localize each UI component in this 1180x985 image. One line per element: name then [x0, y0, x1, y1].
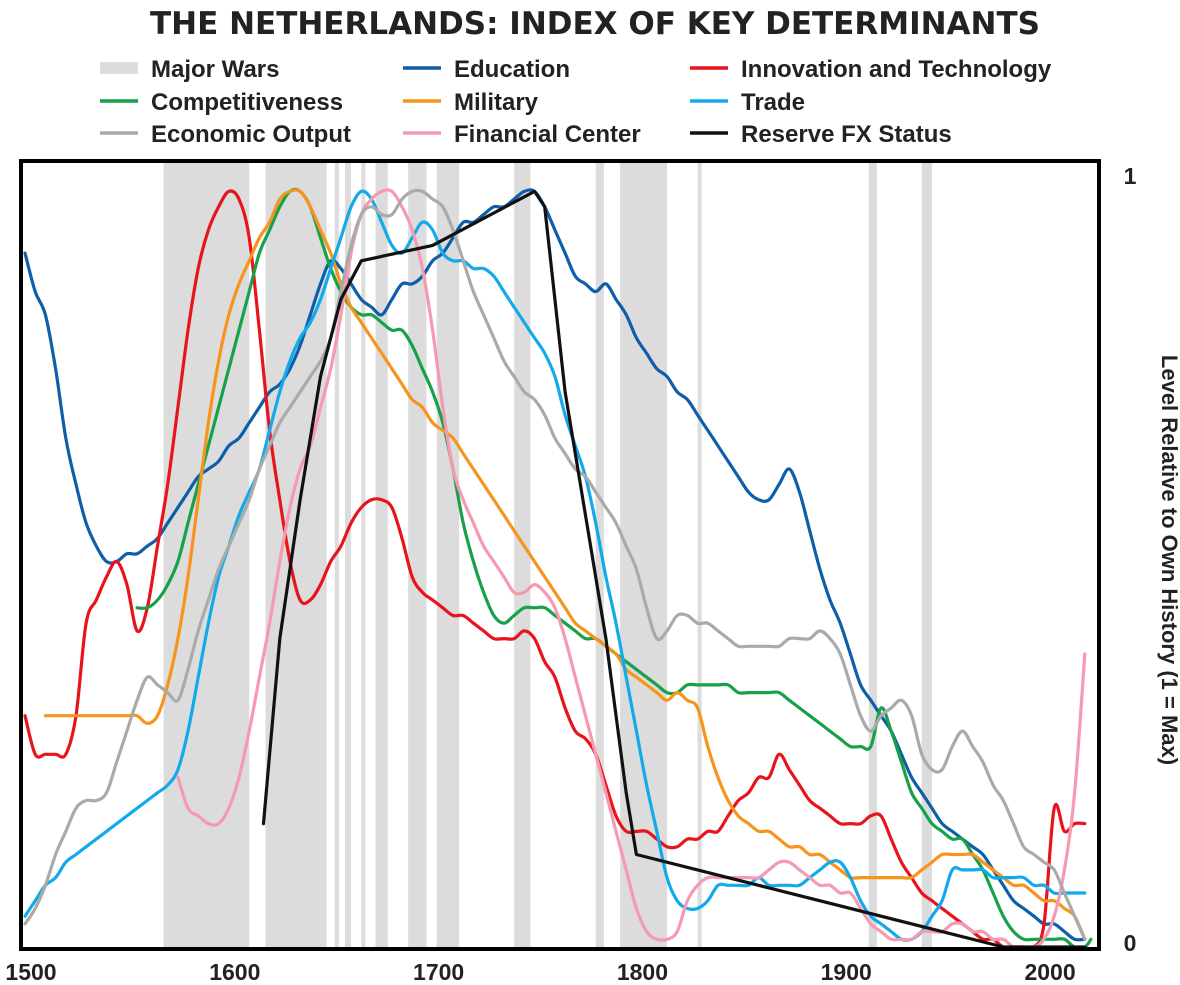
x-tick-1800: 1800: [617, 959, 668, 985]
legend-label-trade: Trade: [741, 89, 805, 116]
series-line-innovation-and-technology: [23, 189, 1087, 951]
legend-item-financial-center: Financial Center: [403, 121, 641, 148]
legend-label-financial-center: Financial Center: [454, 121, 641, 148]
war-band-11: [697, 163, 702, 947]
x-tick-1900: 1900: [821, 959, 872, 985]
war-band-9: [595, 163, 604, 947]
y-axis-ticks: 01: [1124, 163, 1137, 956]
legend-item-military: Military: [403, 89, 539, 116]
legend-item-major-wars: Major Wars: [100, 56, 279, 83]
war-band-6: [408, 163, 427, 947]
legend-label-innovation-and-technology: Innovation and Technology: [741, 56, 1052, 83]
legend-item-trade: Trade: [690, 89, 805, 116]
x-tick-2000: 2000: [1024, 959, 1075, 985]
legend-label-economic-output: Economic Output: [151, 121, 351, 148]
series-lines: [23, 187, 1093, 951]
chart-title: THE NETHERLANDS: INDEX OF KEY DETERMINAN…: [150, 6, 1040, 42]
legend-item-education: Education: [403, 56, 570, 83]
legend-item-innovation-and-technology: Innovation and Technology: [690, 56, 1052, 83]
war-band-4: [361, 163, 366, 947]
y-tick-1: 1: [1124, 163, 1137, 189]
series-line-reserve-fx-status: [261, 189, 1087, 949]
legend-label-military: Military: [454, 89, 539, 116]
war-band-13: [921, 163, 932, 947]
legend-label-reserve-fx-status: Reserve FX Status: [741, 121, 952, 148]
war-band-7: [436, 163, 460, 947]
war-band-5: [375, 163, 388, 947]
y-axis-label: Level Relative to Own History (1 = Max): [1157, 355, 1180, 765]
legend-label-competitiveness: Competitiveness: [151, 89, 343, 116]
y-tick-0: 0: [1124, 930, 1137, 956]
war-band-8: [514, 163, 531, 947]
war-band-10: [620, 163, 667, 947]
plot-frame: [19, 159, 1101, 951]
series-line-military: [43, 188, 1087, 941]
legend-label-major-wars: Major Wars: [151, 56, 279, 83]
legend-item-competitiveness: Competitiveness: [100, 89, 343, 116]
legend-item-economic-output: Economic Output: [100, 121, 351, 148]
series-line-economic-output: [23, 188, 1087, 941]
war-band-1: [265, 163, 327, 947]
legend-label-education: Education: [454, 56, 570, 83]
x-tick-1500: 1500: [5, 959, 56, 985]
legend-item-reserve-fx-status: Reserve FX Status: [690, 121, 952, 148]
war-band-0: [163, 163, 250, 947]
war-band-3: [344, 163, 352, 947]
x-tick-1600: 1600: [209, 959, 260, 985]
war-band-12: [868, 163, 877, 947]
x-axis-ticks: 1500 1600 1700 1800 1900 2000: [5, 959, 1075, 985]
x-tick-1700: 1700: [413, 959, 464, 985]
legend: Major Wars Education Innovation and Techno…: [100, 56, 1052, 148]
